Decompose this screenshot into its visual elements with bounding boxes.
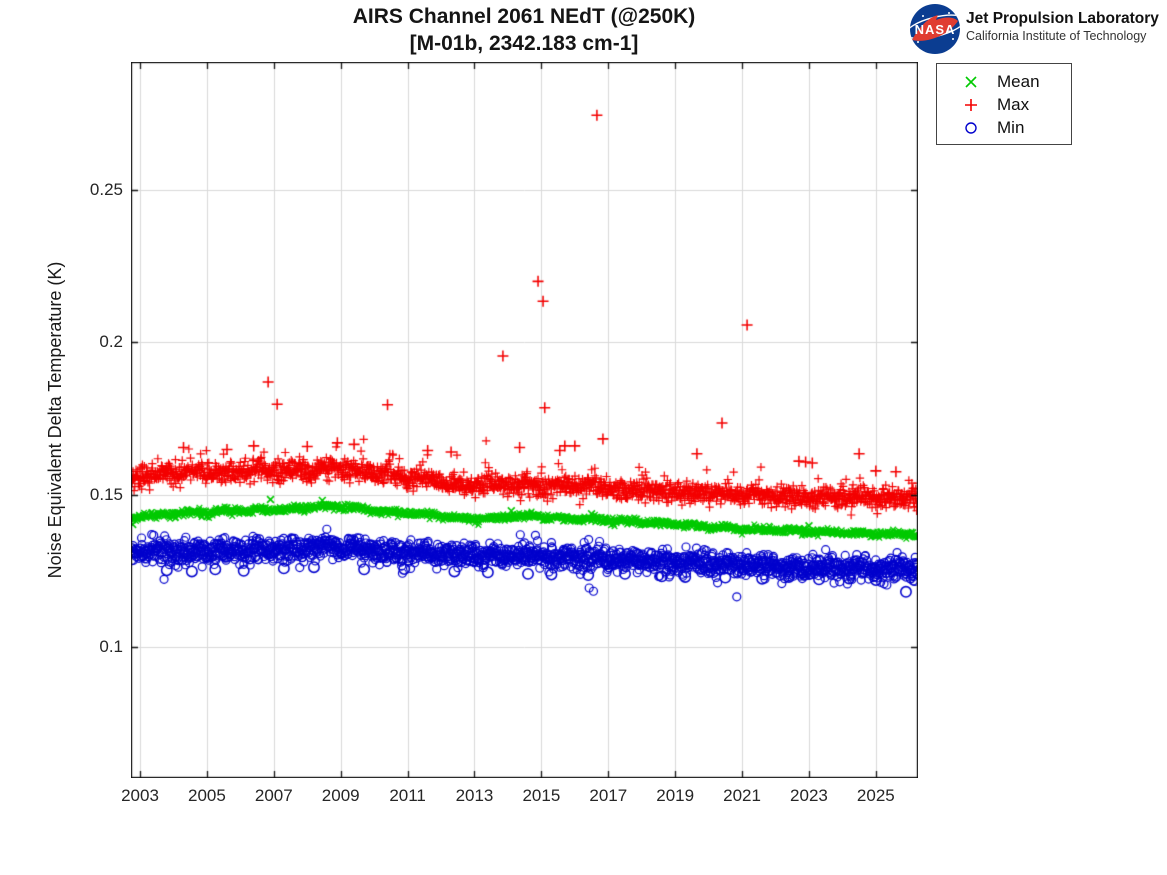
y-axis-title: Noise Equivalent Delta Temperature (K) bbox=[45, 261, 65, 579]
legend-row-max: Max bbox=[937, 93, 1071, 117]
min-circle-marker-icon bbox=[965, 122, 977, 134]
x-tick-label: 2011 bbox=[389, 786, 426, 805]
x-tick-label: 2017 bbox=[589, 786, 628, 805]
jpl-affiliation-text: California Institute of Technology bbox=[966, 29, 1147, 43]
x-tick-label: 2005 bbox=[188, 786, 226, 805]
chart-legend: Mean Max Min bbox=[936, 63, 1072, 145]
max-plus-marker-icon bbox=[965, 99, 977, 111]
x-tick-label: 2023 bbox=[790, 786, 828, 805]
legend-row-mean: Mean bbox=[937, 70, 1071, 94]
y-tick-label: 0.25 bbox=[89, 179, 123, 199]
legend-label-max: Max bbox=[997, 95, 1030, 114]
x-tick-label: 2013 bbox=[455, 786, 494, 805]
x-tick-label: 2009 bbox=[321, 786, 360, 805]
legend-row-min: Min bbox=[937, 116, 1071, 140]
chart-title-line2: [M-01b, 2342.183 cm-1] bbox=[409, 32, 639, 55]
y-tick-label: 0.15 bbox=[89, 484, 123, 504]
x-tick-label: 2003 bbox=[121, 786, 159, 805]
svg-text:NASA: NASA bbox=[915, 22, 956, 37]
x-tick-label: 2025 bbox=[856, 786, 895, 805]
jpl-name-text: Jet Propulsion Laboratory bbox=[966, 10, 1159, 27]
x-tick-label: 2019 bbox=[656, 786, 695, 805]
x-tick-label: 2007 bbox=[254, 786, 293, 805]
nasa-meatball-icon: NASA bbox=[910, 4, 960, 54]
plot-canvas bbox=[131, 62, 918, 778]
x-tick-label: 2015 bbox=[522, 786, 561, 805]
legend-label-min: Min bbox=[997, 118, 1025, 137]
y-tick-label: 0.2 bbox=[99, 332, 123, 352]
jpl-logo-block: NASA Jet Propulsion Laboratory Californi… bbox=[908, 2, 1164, 56]
legend-label-mean: Mean bbox=[997, 72, 1040, 91]
x-tick-label: 2021 bbox=[723, 786, 761, 805]
mean-x-marker-icon bbox=[965, 76, 977, 88]
y-tick-label: 0.1 bbox=[99, 636, 123, 656]
chart-title-line1: AIRS Channel 2061 NEdT (@250K) bbox=[352, 5, 696, 28]
